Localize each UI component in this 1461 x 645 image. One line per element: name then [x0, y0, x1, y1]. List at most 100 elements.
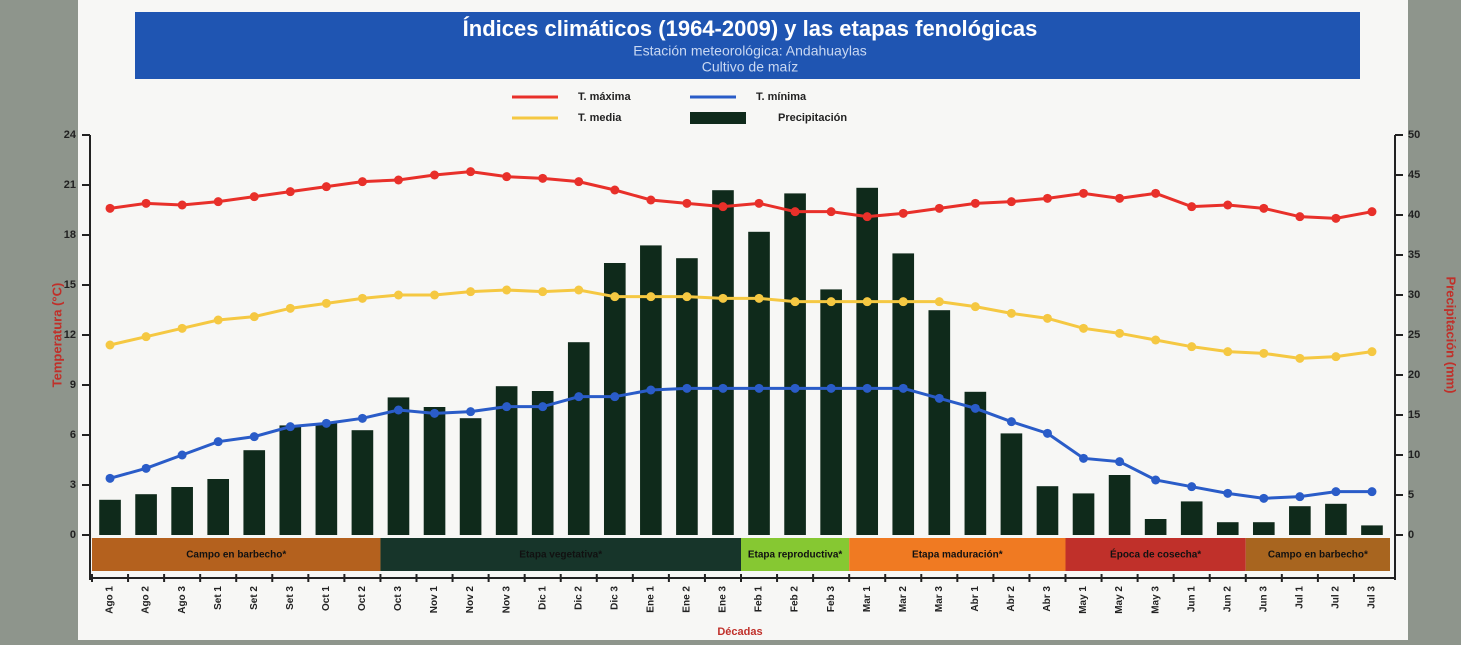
point — [142, 199, 151, 208]
point — [466, 407, 475, 416]
y2-tick-label: 25 — [1408, 329, 1420, 341]
legend-label: T. máxima — [578, 91, 631, 103]
point — [1295, 354, 1304, 363]
point — [430, 291, 439, 300]
point — [322, 182, 331, 191]
bar — [1253, 522, 1275, 535]
point — [935, 204, 944, 213]
bar — [1181, 501, 1203, 535]
point — [214, 437, 223, 446]
point — [935, 394, 944, 403]
point — [827, 207, 836, 216]
y2-tick-label: 50 — [1408, 129, 1420, 141]
x-tick-label: Dic 1 — [537, 586, 548, 610]
x-tick-label: Ago 1 — [105, 586, 116, 614]
x-tick-label: Dic 2 — [573, 586, 584, 610]
x-tick-label: Jun 3 — [1258, 586, 1269, 613]
bar — [820, 289, 842, 535]
x-tick-label: Abr 3 — [1042, 586, 1053, 612]
y-tick-label: 18 — [64, 229, 76, 241]
point — [1187, 202, 1196, 211]
chart-subtitle: Cultivo de maíz — [702, 59, 798, 75]
x-tick-label: Set 2 — [249, 586, 260, 610]
phase-label: Campo en barbecho* — [186, 550, 286, 561]
point — [1043, 194, 1052, 203]
point — [755, 199, 764, 208]
point — [1115, 194, 1124, 203]
x-tick-label: Jun 2 — [1222, 586, 1233, 613]
y-tick-label: 24 — [64, 129, 77, 141]
x-tick-label: Abr 1 — [970, 586, 981, 612]
bar — [1325, 504, 1347, 535]
point — [1367, 347, 1376, 356]
point — [1079, 189, 1088, 198]
point — [1115, 457, 1124, 466]
chart-title: Índices climáticos (1964-2009) y las eta… — [463, 16, 1038, 41]
bar — [568, 342, 590, 535]
bar — [748, 232, 770, 535]
legend-label: T. mínima — [756, 91, 807, 103]
x-tick-label: May 3 — [1150, 586, 1161, 614]
point — [899, 384, 908, 393]
point — [610, 186, 619, 195]
bar — [892, 253, 914, 535]
y-tick-label: 21 — [64, 179, 76, 191]
point — [286, 187, 295, 196]
point — [863, 212, 872, 221]
point — [755, 294, 764, 303]
x-tick-label: Nov 3 — [501, 586, 512, 614]
point — [718, 202, 727, 211]
bar — [1289, 506, 1311, 535]
bar — [712, 190, 734, 535]
bar — [1145, 519, 1167, 535]
y2-tick-label: 5 — [1408, 489, 1414, 501]
point — [1223, 201, 1232, 210]
y2-tick-label: 20 — [1408, 369, 1420, 381]
y-tick-label: 0 — [70, 529, 76, 541]
bar — [1361, 525, 1383, 535]
bar — [316, 423, 338, 535]
point — [178, 201, 187, 210]
legend-label: T. media — [578, 112, 622, 124]
point — [1007, 417, 1016, 426]
point — [502, 402, 511, 411]
point — [394, 176, 403, 185]
x-tick-label: Mar 3 — [934, 586, 945, 613]
x-tick-label: Set 3 — [285, 586, 296, 610]
point — [250, 192, 259, 201]
bar — [99, 500, 121, 535]
x-tick-label: Abr 2 — [1006, 586, 1017, 612]
point — [971, 199, 980, 208]
point — [538, 174, 547, 183]
x-tick-label: Oct 3 — [393, 586, 404, 611]
phase-label: Etapa maduración* — [912, 550, 1003, 561]
y2-tick-label: 10 — [1408, 449, 1420, 461]
legend-swatch — [690, 112, 746, 124]
x-tick-label: Mar 2 — [898, 586, 909, 613]
point — [827, 384, 836, 393]
x-tick-label: Jul 1 — [1295, 586, 1306, 609]
point — [1187, 482, 1196, 491]
y-tick-label: 3 — [70, 479, 76, 491]
bar — [1073, 493, 1095, 535]
bar — [207, 479, 229, 535]
x-tick-label: May 1 — [1078, 586, 1089, 614]
point — [358, 414, 367, 423]
point — [1151, 476, 1160, 485]
y2-tick-label: 35 — [1408, 249, 1420, 261]
point — [791, 207, 800, 216]
bar — [928, 310, 950, 535]
y-tick-label: 6 — [70, 429, 76, 441]
point — [430, 171, 439, 180]
point — [322, 299, 331, 308]
point — [178, 451, 187, 460]
x-tick-label: Feb 1 — [754, 586, 765, 613]
point — [1223, 347, 1232, 356]
x-tick-label: Ago 2 — [141, 586, 152, 614]
bar — [243, 450, 265, 535]
x-tick-label: Ene 2 — [682, 586, 693, 613]
x-tick-label: Jul 2 — [1331, 586, 1342, 609]
y-axis-title: Temperatura (°C) — [49, 283, 64, 388]
point — [106, 474, 115, 483]
point — [646, 292, 655, 301]
